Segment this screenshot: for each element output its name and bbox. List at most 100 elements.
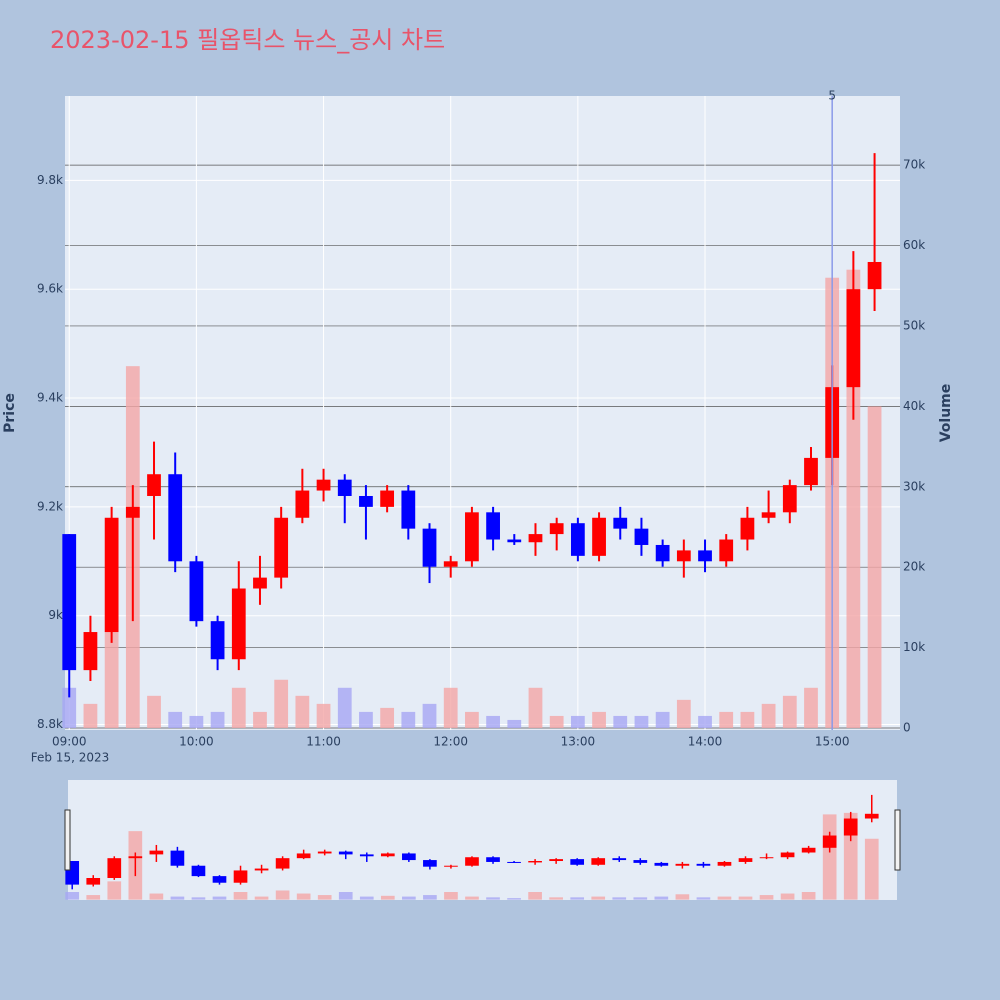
slider-volume-bar: [423, 895, 437, 900]
slider-volume-bar: [465, 896, 479, 900]
slider-volume-bar: [654, 896, 669, 900]
slider-handle-right[interactable]: [894, 809, 901, 871]
x-tick-label: 10:00: [179, 735, 214, 749]
volume-bar: [210, 711, 225, 728]
volume-bar: [168, 711, 183, 728]
candle-body: [761, 512, 776, 518]
candle-body: [295, 490, 310, 518]
chart-title: 2023-02-15 필옵틱스 뉴스_공시 차트: [50, 26, 445, 54]
y2-tick-label: 20k: [903, 560, 925, 574]
slider-volume-bar: [275, 890, 290, 900]
candle-body: [698, 550, 712, 562]
volume-bar: [613, 715, 628, 728]
slider-volume-bar: [591, 896, 606, 900]
slider-handle-left[interactable]: [64, 809, 71, 871]
slider-candle-body: [128, 856, 143, 859]
volume-bar: [359, 711, 373, 728]
slider-candle-body: [444, 865, 458, 867]
slider-volume-bar: [759, 895, 774, 900]
candle-body: [125, 506, 140, 518]
candle-body: [592, 517, 606, 556]
volume-bar: [380, 707, 395, 728]
candle-body: [210, 621, 225, 660]
y-axis-title: Price: [2, 393, 18, 433]
slider-candle-body: [486, 857, 500, 862]
slider-candle-body: [570, 859, 585, 865]
slider-volume-bar: [633, 897, 648, 900]
y2-tick-label: 30k: [903, 479, 925, 493]
x-tick-label: 09:00: [52, 735, 87, 749]
x-tick-label: 13:00: [561, 735, 596, 749]
volume-bar: [719, 711, 734, 728]
volume-bar: [422, 703, 437, 728]
slider-candle-body: [654, 862, 669, 866]
slider-volume-bar: [864, 838, 879, 900]
slider-candle-body: [275, 858, 290, 869]
candle-body: [634, 528, 649, 545]
volume-bar: [676, 699, 691, 728]
slider-candle-body: [170, 850, 185, 866]
candle-body: [104, 517, 119, 633]
candle-body: [465, 512, 479, 562]
volume-bar: [867, 406, 882, 728]
candle-body: [443, 561, 458, 567]
volume-bar: [147, 695, 161, 728]
candle-body: [147, 474, 161, 496]
slider-volume-bar: [444, 892, 458, 900]
volume-bar: [83, 703, 98, 728]
candle-body: [316, 479, 331, 491]
candle-body: [231, 588, 246, 660]
volume-bar: [804, 687, 818, 728]
candle-layer: [62, 153, 882, 698]
range-slider[interactable]: [68, 780, 897, 900]
slider-candle-body: [296, 853, 311, 859]
y2-tick-label: 0: [903, 720, 911, 734]
slider-candle-body: [338, 851, 353, 855]
volume-bar: [698, 715, 712, 728]
slider-candle-body: [107, 858, 122, 879]
candle-body: [528, 534, 543, 543]
slider-volume-bar: [254, 896, 269, 900]
volume-bar: [316, 703, 331, 728]
slider-candle-body: [843, 818, 858, 836]
slider-candle-body: [801, 847, 816, 853]
candle-body: [740, 517, 755, 540]
volume-bar: [655, 711, 670, 728]
slider-candle-body: [591, 858, 606, 865]
slider-candle-body: [465, 857, 479, 866]
slider-candle-body: [612, 858, 627, 861]
slider-candle-body: [233, 870, 248, 883]
slider-candle-body: [359, 854, 374, 857]
y-tick-label: 8.8k: [37, 717, 63, 731]
slider-volume-bar: [317, 895, 332, 900]
slider-candle-body: [528, 861, 542, 863]
volume-bar: [401, 711, 416, 728]
plot-area: [65, 96, 900, 730]
slider-candle-body: [317, 851, 332, 854]
slider-volume-bar: [675, 894, 690, 900]
volume-bar: [570, 715, 585, 728]
volume-bar: [62, 687, 77, 728]
candle-body: [486, 512, 500, 540]
candle-body: [782, 485, 797, 513]
slider-candle-body: [191, 865, 206, 877]
slider-volume-bar: [86, 895, 101, 900]
y-tick-label: 9.4k: [37, 391, 63, 405]
volume-bar: [592, 711, 606, 728]
candle-body: [337, 479, 352, 496]
slider-volume-bar: [191, 897, 206, 900]
slider-volume-bar: [359, 896, 374, 900]
slider-volume-bar: [570, 897, 585, 900]
slider-candle-body: [864, 813, 879, 819]
slider-volume-bar: [212, 896, 227, 900]
grid: [65, 96, 900, 730]
slider-candle-body: [149, 850, 164, 855]
slider-candle-body: [780, 852, 795, 858]
volume-bar: [337, 687, 352, 728]
slider-volume-bar: [801, 892, 816, 900]
x-tick-label: 14:00: [688, 735, 723, 749]
candle-body: [846, 289, 861, 388]
volume-bar: [634, 715, 649, 728]
candle-body: [168, 474, 183, 562]
